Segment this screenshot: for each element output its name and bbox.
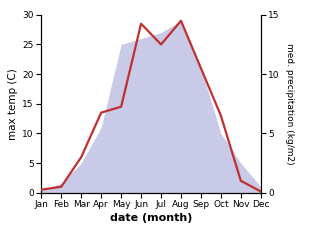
Y-axis label: max temp (C): max temp (C) bbox=[8, 68, 18, 140]
X-axis label: date (month): date (month) bbox=[110, 213, 192, 224]
Y-axis label: med. precipitation (kg/m2): med. precipitation (kg/m2) bbox=[285, 43, 294, 165]
